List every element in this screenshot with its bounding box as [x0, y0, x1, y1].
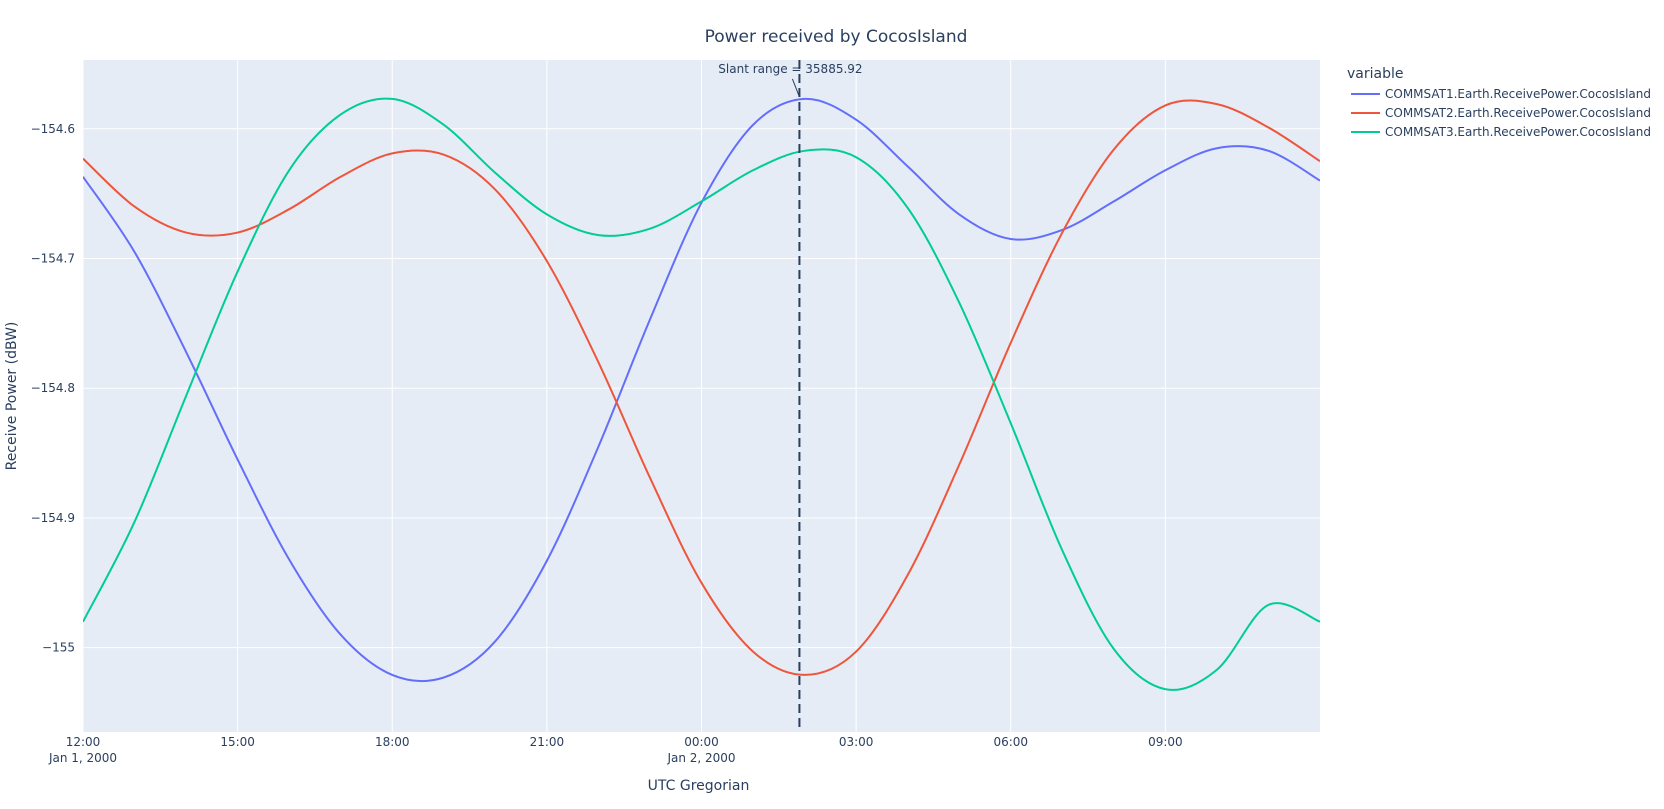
- y-tick-label: −154.7: [31, 251, 75, 265]
- x-axis-ticks: 12:00 Jan 1, 2000 15:00 18:00 21:00 00:00 Jan …: [48, 735, 1183, 765]
- grid: [82, 60, 1320, 732]
- series-line-1: [83, 97, 1320, 683]
- x-tick-label: 00:00: [684, 735, 719, 749]
- x-tick-label: 15:00: [220, 735, 255, 749]
- x-tick-label: 03:00: [839, 735, 874, 749]
- x-tick-label: 18:00: [375, 735, 410, 749]
- x-tick-label: 09:00: [1148, 735, 1183, 749]
- legend: variable COMMSAT1.Earth.ReceivePower.Coc…: [1347, 66, 1651, 139]
- y-axis-ticks: −154.6 −154.7 −154.8 −154.9 −155: [31, 122, 75, 655]
- x-tick-label: 21:00: [530, 735, 565, 749]
- x-tick-label: 12:00: [66, 735, 101, 749]
- x-tick-label: 06:00: [993, 735, 1028, 749]
- legend-item-1[interactable]: COMMSAT1.Earth.ReceivePower.CocosIsland: [1385, 87, 1651, 101]
- annotations: Slant range = 35885.92: [718, 62, 863, 98]
- annotation-arrow: [791, 78, 800, 98]
- x-tick-sublabel: Jan 2, 2000: [666, 751, 735, 765]
- x-tick-sublabel: Jan 1, 2000: [48, 751, 117, 765]
- series-line-3: [83, 97, 1320, 691]
- annotation-label: Slant range = 35885.92: [718, 62, 862, 76]
- x-axis-title: UTC Gregorian: [648, 778, 750, 794]
- legend-item-3[interactable]: COMMSAT3.Earth.ReceivePower.CocosIsland: [1385, 125, 1651, 139]
- legend-item-2[interactable]: COMMSAT2.Earth.ReceivePower.CocosIsland: [1385, 106, 1651, 120]
- y-tick-label: −155: [42, 641, 75, 655]
- chart-title: Power received by CocosIsland: [705, 27, 968, 47]
- legend-title: variable: [1347, 66, 1403, 82]
- y-tick-label: −154.6: [31, 122, 75, 136]
- y-tick-label: −154.9: [31, 511, 75, 525]
- y-axis-title: Receive Power (dBW): [4, 322, 20, 471]
- y-tick-label: −154.8: [31, 381, 75, 395]
- series-layer: [83, 97, 1320, 691]
- series-line-2: [83, 99, 1320, 676]
